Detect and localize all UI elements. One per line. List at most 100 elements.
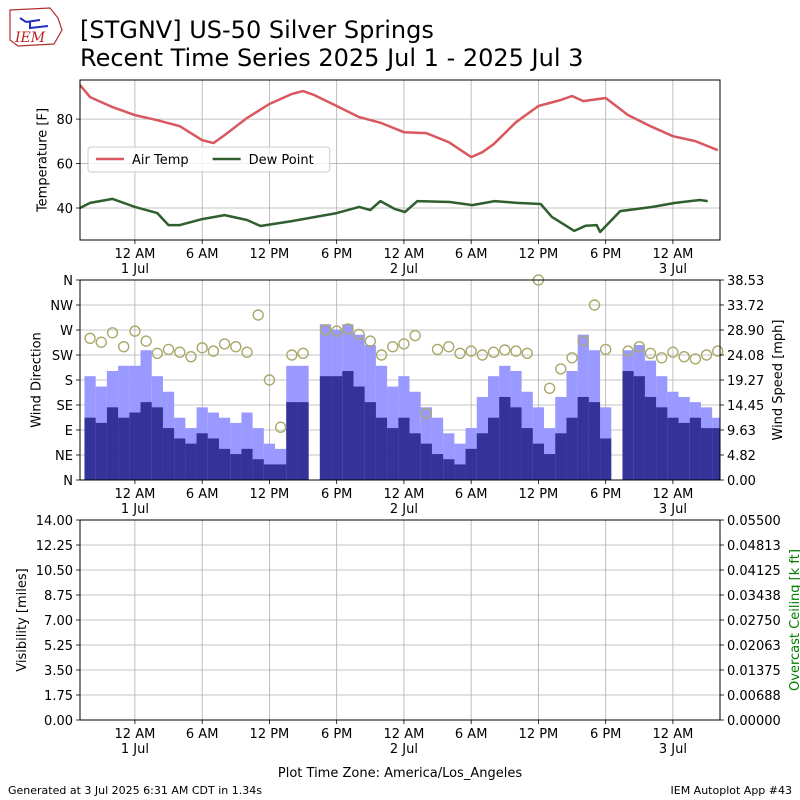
x-tick-line: 6 PM (590, 727, 621, 742)
wind-bar (532, 443, 545, 480)
direction-point (252, 309, 264, 321)
y-tick-label: 14.00 (36, 514, 73, 529)
wind-bar (712, 428, 720, 480)
x-tick-label: 12 PM (250, 487, 290, 502)
direction-point (409, 329, 421, 342)
wind-bar (196, 433, 208, 480)
direction-point (263, 374, 276, 386)
x-tick-line: 12 AM (384, 727, 425, 742)
wind-bar (588, 402, 601, 480)
x-tick-line: 12 AM (653, 727, 694, 742)
y-tick-label: 60 (56, 158, 73, 173)
y2-tick-label: 0.00688 (727, 689, 781, 704)
x-tick-line: 6 PM (321, 247, 352, 262)
x-tick-label: 12 PM (519, 727, 559, 742)
x-tick-line: 1 Jul (121, 502, 149, 517)
y-tick-label: 10.50 (36, 564, 73, 579)
direction-point (319, 324, 332, 336)
y2-tick-label: 0.02063 (727, 639, 781, 654)
wind-bar (140, 402, 152, 480)
x-tick-label: 6 PM (590, 247, 621, 262)
y2-axis-label: Overcast Ceiling [k ft] (788, 549, 800, 691)
direction-point (678, 350, 690, 363)
x-tick-line: 12 AM (384, 487, 425, 502)
wind-bar (129, 412, 141, 480)
direction-point (454, 347, 466, 360)
y2-tick-label: 0.04813 (727, 539, 781, 554)
legend-box (87, 146, 331, 173)
x-tick-label: 12 AM 2 Jul (384, 487, 425, 517)
wind-bar (465, 448, 477, 480)
y2-tick-label: 33.72 (727, 299, 764, 314)
wind-bar (263, 464, 276, 480)
direction-point (185, 350, 197, 363)
direction-point (218, 338, 231, 350)
wind-bar (241, 448, 253, 480)
direction-point (274, 421, 287, 433)
wind-bar (689, 417, 701, 480)
iem-logo: IEM (9, 7, 63, 47)
y-tick-label: S (65, 374, 73, 389)
x-tick-line: 12 AM (115, 727, 156, 742)
wind-bar (431, 417, 444, 480)
wind-bar (162, 428, 175, 480)
x-tick-line: 2 Jul (390, 502, 418, 517)
wind-bar (409, 433, 421, 480)
wind-bar (431, 454, 444, 480)
direction-point (510, 345, 522, 357)
wind-bar (174, 438, 186, 480)
x-tick-label: 6 AM (186, 487, 219, 502)
wind-bar (95, 422, 107, 480)
wind-bar (297, 402, 309, 480)
x-tick-label: 12 PM (519, 247, 559, 262)
x-tick-label: 6 PM (590, 487, 621, 502)
x-tick-label: 6 PM (321, 487, 352, 502)
y2-tick-label: 24.08 (727, 349, 764, 364)
wind-bar (364, 402, 376, 480)
y-tick-label: 3.50 (44, 664, 73, 679)
y-tick-label: 0.00 (44, 714, 73, 729)
wind-bar (286, 402, 298, 480)
y-tick-label: NW (50, 299, 73, 314)
wind-bar (263, 443, 276, 480)
direction-point (700, 349, 713, 361)
direction-point (487, 346, 500, 358)
wind-bar (544, 454, 556, 480)
x-tick-label: 12 AM 3 Jul (653, 727, 694, 757)
wind-bar (443, 433, 455, 480)
footer-left: Generated at 3 Jul 2025 6:31 AM CDT in 1… (8, 784, 262, 797)
x-tick-line: 1 Jul (121, 742, 149, 757)
x-tick-label: 6 PM (590, 727, 621, 742)
wind-bar (353, 386, 365, 480)
direction-point (174, 346, 186, 358)
direction-point (431, 343, 444, 356)
x-tick-line: 6 AM (455, 727, 488, 742)
wind-bar (342, 370, 354, 480)
direction-point (129, 325, 141, 337)
direction-point (118, 340, 130, 353)
direction-point (543, 382, 556, 395)
x-tick-line: 6 PM (321, 487, 352, 502)
wind-bar (521, 428, 533, 480)
direction-point (84, 332, 96, 345)
x-tick-line: 3 Jul (659, 262, 687, 277)
x-tick-line: 6 AM (455, 487, 488, 502)
direction-point (633, 340, 645, 353)
wind-bar (241, 412, 253, 480)
y2-tick-label: 0.03438 (727, 589, 781, 604)
wind-bar (331, 376, 343, 480)
x-tick-label: 6 AM (455, 727, 488, 742)
x-tick-line: 6 AM (455, 247, 488, 262)
legend-label: Air Temp (132, 153, 189, 168)
wind-bar (207, 438, 219, 480)
wind-bar (275, 464, 287, 480)
x-tick-line: 2 Jul (390, 262, 418, 277)
x-tick-label: 6 AM (455, 247, 488, 262)
footer-right: IEM Autoplot App #43 (671, 784, 793, 797)
x-tick-line: 6 PM (590, 247, 621, 262)
x-tick-label: 12 PM (250, 247, 290, 262)
x-tick-line: 6 AM (186, 487, 219, 502)
x-tick-label: 12 AM 2 Jul (384, 247, 425, 277)
